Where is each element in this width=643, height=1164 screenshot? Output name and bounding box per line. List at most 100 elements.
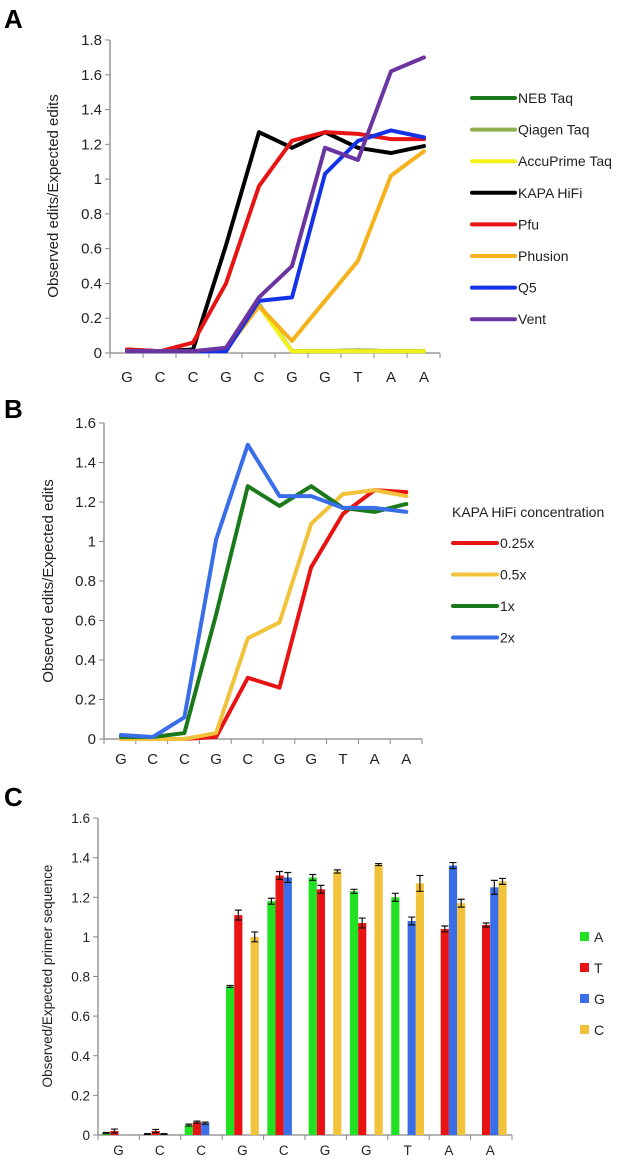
series-line-accuprime-taq [125, 304, 426, 354]
x-tick-label: G [115, 751, 127, 768]
bar-c [457, 903, 466, 1135]
panel-label-a: A [4, 4, 23, 34]
bar-a [391, 897, 400, 1135]
x-tick-label: A [486, 1143, 495, 1158]
y-tick-label: 1.4 [71, 851, 90, 866]
series-line-1x [119, 484, 409, 740]
bar-g [407, 921, 416, 1135]
x-tick-label: A [370, 751, 380, 768]
error-bar [391, 892, 399, 902]
error-bar [449, 861, 457, 870]
bar-g [490, 887, 499, 1135]
legend-label: 1x [500, 598, 515, 614]
x-tick-label: G [305, 751, 317, 768]
legend-label: KAPA HiFi [518, 185, 582, 201]
y-axis-label-c: Observed/Expected primer sequence [40, 865, 55, 1088]
legend-label: Pfu [518, 216, 539, 232]
bar-c [415, 883, 424, 1135]
y-tick-label: 0.8 [81, 206, 102, 223]
x-tick-label: C [147, 751, 158, 768]
y-tick-label: 1.4 [81, 102, 102, 119]
x-tick-label: G [121, 369, 133, 386]
bar-a [349, 891, 359, 1135]
x-tick-label: G [113, 1143, 124, 1158]
x-tick-label: T [353, 369, 362, 386]
error-bar [152, 1128, 160, 1134]
bar-a [308, 877, 317, 1135]
x-tick-label: T [338, 751, 347, 768]
y-tick-label: 0 [94, 345, 102, 362]
y-tick-label: 0.2 [75, 692, 96, 709]
bar-t [275, 875, 284, 1135]
y-tick-label: 1 [88, 534, 96, 551]
bar-c [333, 871, 342, 1135]
y-tick-label: 0 [82, 1128, 90, 1143]
series-line-vent [125, 55, 426, 354]
legend-label: A [594, 929, 604, 945]
error-bar [160, 1133, 168, 1136]
x-tick-label: G [220, 369, 232, 386]
legend-swatch [580, 1025, 589, 1034]
error-bar [226, 984, 234, 988]
y-tick-label: 1.6 [71, 811, 90, 826]
error-bar [441, 925, 449, 933]
legend-label: G [594, 991, 605, 1007]
error-bar [201, 1121, 209, 1125]
error-bar [457, 898, 465, 908]
bar-a [226, 986, 235, 1135]
bar-t [192, 1122, 202, 1135]
bar-a [184, 1125, 193, 1135]
error-bar [284, 871, 292, 883]
y-tick-label: 0.6 [81, 241, 102, 258]
x-tick-label: A [386, 369, 396, 386]
y-tick-label: 1.4 [75, 455, 96, 472]
error-bar [333, 869, 341, 874]
x-tick-label: C [179, 751, 190, 768]
x-tick-label: C [155, 1143, 165, 1158]
legend-title-b: KAPA HiFi concentration [452, 504, 604, 520]
legend-label: Phusion [518, 248, 569, 264]
y-tick-label: 1 [94, 171, 102, 188]
x-tick-label: G [286, 369, 298, 386]
bar-t [440, 928, 449, 1135]
chart-a: 0 0.2 0.4 0.6 0.8 1 1.2 1.4 1.6 1.8 G C C G C G G T A A NEB … [81, 32, 612, 386]
legend-label: 0.25x [500, 535, 534, 551]
error-bar [185, 1123, 193, 1127]
x-tick-label: G [210, 751, 222, 768]
panel-label-c: C [4, 782, 23, 812]
legend-swatch [580, 932, 589, 941]
error-bar [144, 1133, 151, 1136]
bar-t [358, 923, 367, 1135]
bar-c [498, 881, 507, 1135]
panel-label-b: B [4, 394, 23, 424]
x-tick-label: A [444, 1143, 453, 1158]
y-tick-label: 0.2 [81, 310, 102, 327]
series-line-0-5x [119, 488, 409, 741]
x-tick-label: C [196, 1143, 206, 1158]
error-bar [102, 1131, 110, 1135]
y-tick-label: 0.8 [75, 573, 96, 590]
legend-label: 2x [500, 630, 515, 646]
error-bar [193, 1120, 201, 1124]
series-line-2x [119, 442, 409, 740]
y-axis-label-a: Observed edits/Expected edits [45, 94, 62, 297]
error-bar [267, 897, 275, 905]
legend-label: 0.5x [500, 567, 526, 583]
error-bar [251, 931, 259, 943]
error-bar [358, 917, 366, 929]
series-line-phusion [125, 149, 426, 354]
series-line-0-25x [119, 488, 409, 741]
y-tick-label: 1.2 [71, 890, 90, 905]
x-tick-label: A [401, 751, 411, 768]
legend-label: Vent [518, 311, 546, 327]
bar-g [448, 865, 458, 1135]
x-tick-label: G [274, 751, 286, 768]
legend-label: Qiagen Taq [518, 122, 589, 138]
x-tick-label: G [320, 1143, 331, 1158]
chart-b: 0 0.2 0.4 0.6 0.8 1 1.2 1.4 1.6 G C C G C G G T A A 0.25x 0.… [75, 415, 534, 768]
y-tick-label: 1.2 [81, 136, 102, 153]
bar-g [283, 877, 292, 1135]
bar-t [482, 924, 491, 1135]
error-bar [416, 874, 424, 892]
